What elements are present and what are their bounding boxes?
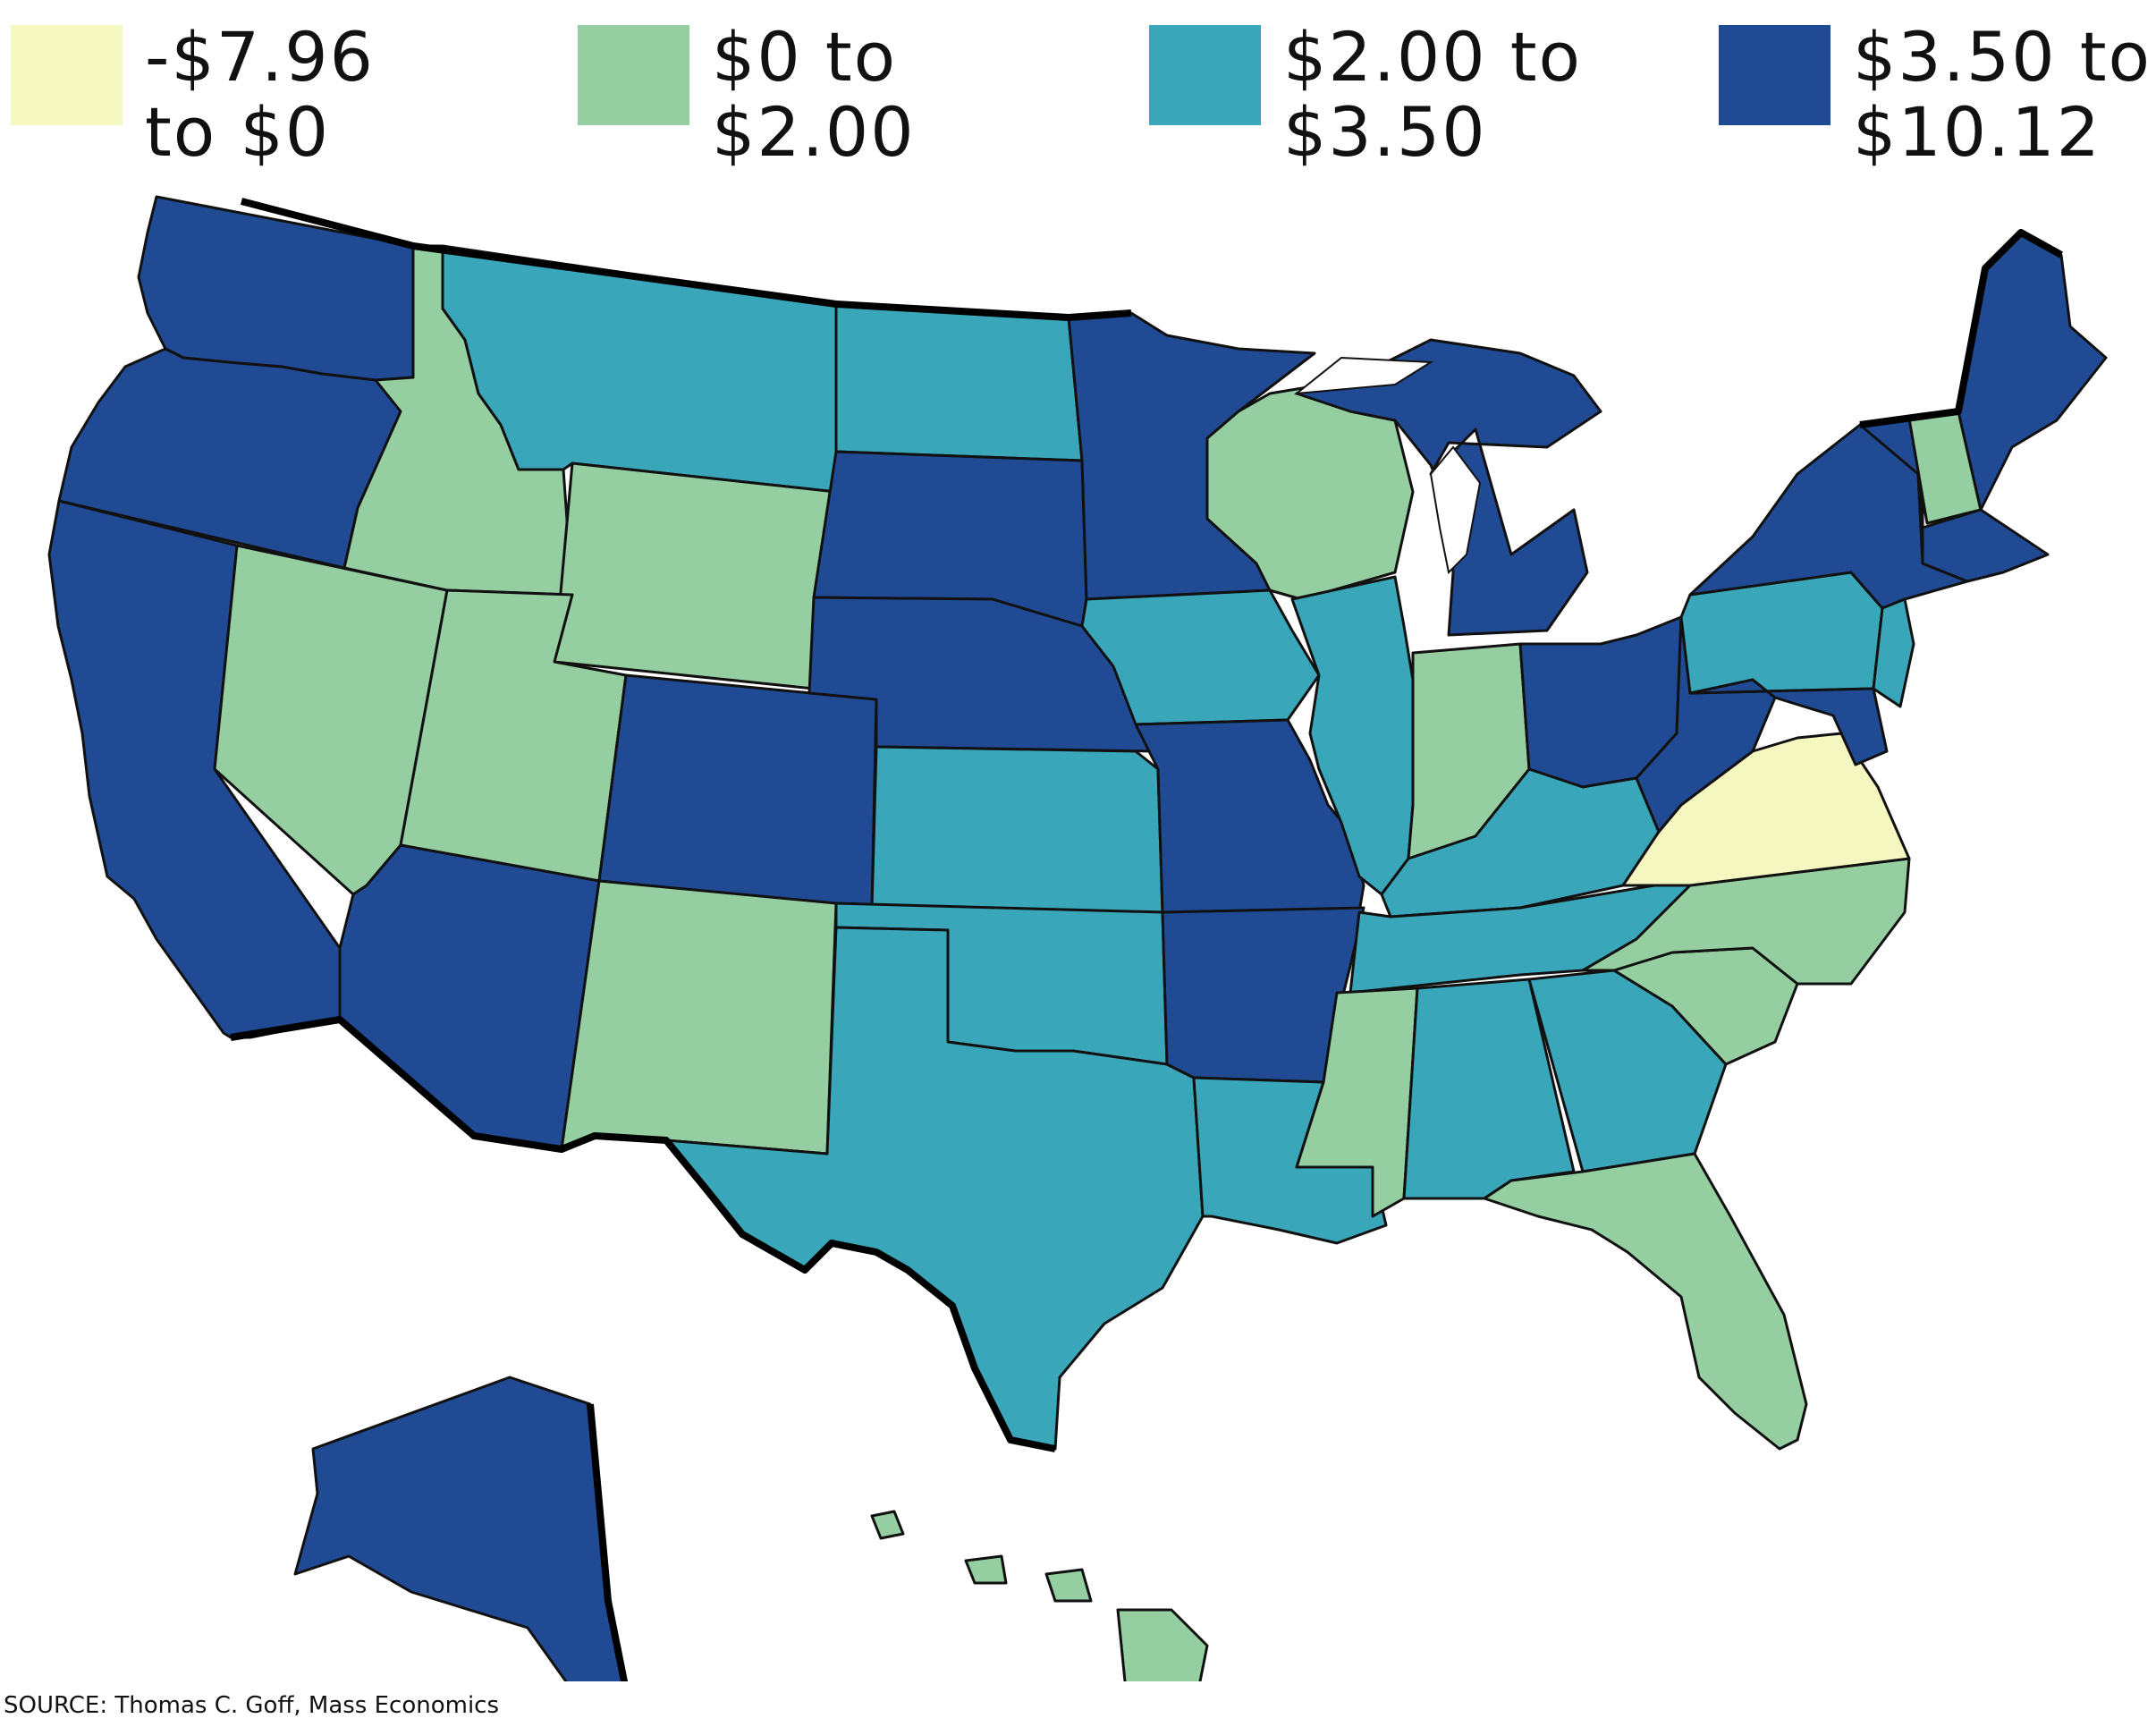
legend-label-line2: $2.00	[712, 92, 916, 172]
legend-swatch	[1149, 25, 1261, 125]
legend-label-line1: $3.50 to	[1853, 17, 2152, 97]
legend-label-line1: $2.00 to	[1283, 17, 1583, 97]
legend-label-line2: $3.50	[1283, 92, 1487, 172]
great-lakes	[1293, 356, 1482, 575]
legend-label-line2: to $0	[145, 92, 331, 172]
state-colorado	[597, 673, 878, 910]
legend-label-line2: $10.12	[1853, 92, 2101, 172]
hawaii-maui	[1044, 1568, 1093, 1603]
state-alaska	[293, 1376, 626, 1681]
us-map	[47, 195, 2108, 1681]
state-massachusetts	[1921, 508, 2050, 583]
state-new-mexico	[560, 879, 838, 1156]
source-note: SOURCE: Thomas C. Goff, Mass Economics	[4, 1692, 500, 1719]
state-new-jersey	[1872, 597, 1915, 708]
state-florida	[1483, 1152, 1808, 1451]
state-wisconsin	[1205, 383, 1415, 601]
hawaii-oahu	[964, 1554, 1008, 1585]
legend: -$7.96 to $0 $0 to $2.00 $2.00 to $3.50 …	[0, 0, 2156, 179]
lake-superior	[1293, 356, 1434, 395]
state-maryland	[1688, 678, 1889, 766]
state-washington	[137, 195, 415, 382]
legend-label: $0 to $2.00	[712, 20, 1105, 170]
maine-border	[1859, 229, 2063, 428]
legend-swatch	[578, 25, 689, 125]
state-wyoming	[553, 461, 838, 690]
lake-michigan	[1429, 445, 1482, 575]
state-new-york	[1688, 417, 1969, 610]
hawaii-big-island	[1116, 1608, 1209, 1681]
state-north-dakota	[834, 302, 1084, 462]
state-north-carolina	[1581, 857, 1911, 986]
legend-label-line1: -$7.96	[145, 17, 375, 97]
state-kansas	[870, 745, 1164, 914]
national-border	[230, 198, 2063, 1681]
alaska-border	[587, 1403, 629, 1681]
mexico-border	[230, 1016, 1056, 1452]
legend-swatch	[1719, 25, 1830, 125]
legend-label: $3.50 to $10.12	[1853, 20, 2156, 170]
northern-border	[240, 198, 1132, 321]
legend-swatch	[11, 25, 123, 125]
state-arizona	[338, 843, 601, 1151]
legend-label-line1: $0 to	[712, 17, 898, 97]
legend-label: $2.00 to $3.50	[1283, 20, 1677, 170]
legend-label: -$7.96 to $0	[145, 20, 538, 170]
state-california	[47, 499, 342, 1039]
state-hawaii	[870, 1510, 1209, 1681]
hawaii-kauai	[870, 1510, 905, 1540]
